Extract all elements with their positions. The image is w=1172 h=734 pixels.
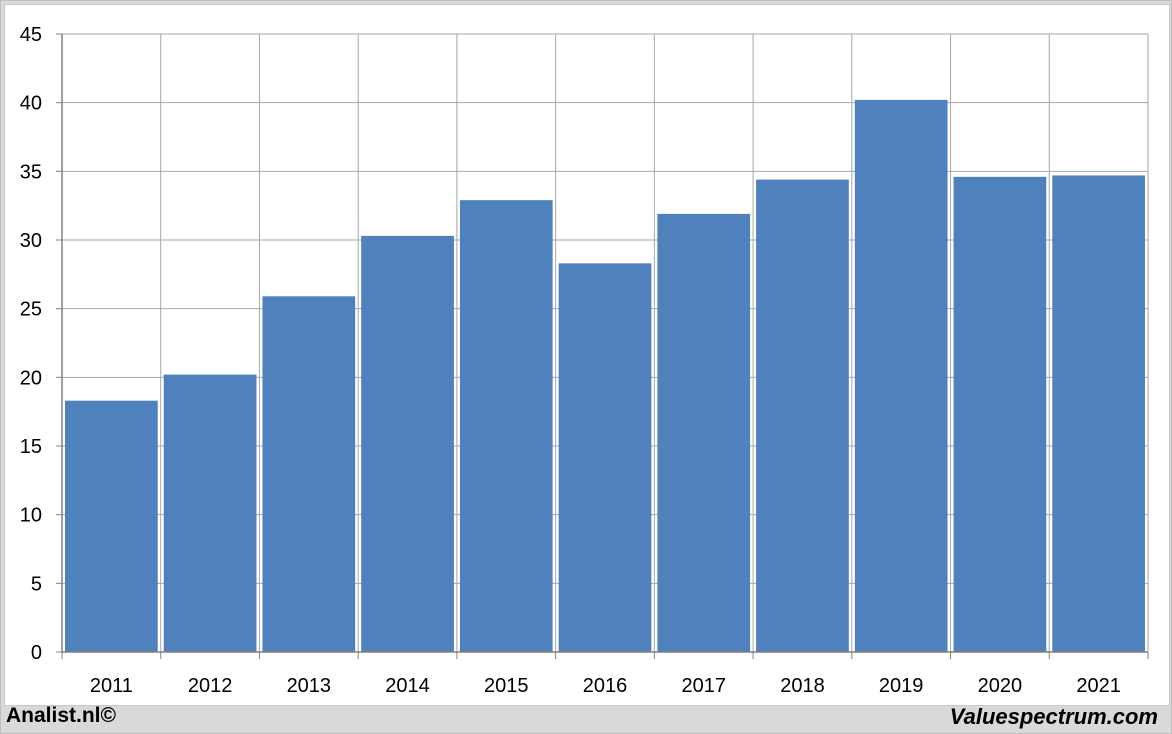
- x-tick-label: 2012: [188, 675, 233, 697]
- x-tick-label: 2011: [90, 675, 133, 697]
- x-tick-label: 2015: [484, 675, 529, 697]
- x-tick-labels: 2011 2012 2013 2014 2015 2016 2017 2018 2019 2020…: [90, 675, 1121, 697]
- bar-2014: [361, 235, 454, 652]
- x-tick-label: 2021: [1076, 675, 1121, 697]
- y-tick-label: 30: [20, 230, 42, 252]
- bar-2017: [657, 213, 751, 652]
- x-tick-label: 2019: [879, 675, 924, 697]
- y-tick-label: 10: [20, 505, 42, 527]
- bar-2011: [65, 400, 158, 652]
- bar-2013: [262, 296, 356, 652]
- x-tick-label: 2018: [780, 675, 825, 697]
- y-tick-label: 15: [20, 436, 42, 458]
- footer-site-label: Valuespectrum.com: [949, 704, 1158, 729]
- x-tick-label: 2020: [978, 675, 1023, 697]
- footer-source-label: Analist.nl©: [6, 704, 116, 727]
- bar-2012: [163, 374, 257, 652]
- bar-2018: [756, 179, 849, 652]
- y-tick-label: 40: [20, 93, 42, 115]
- x-tick-label: 2016: [583, 675, 628, 697]
- bar-2015: [459, 200, 553, 652]
- y-tick-label: 0: [31, 642, 42, 664]
- x-tick-label: 2014: [385, 675, 430, 697]
- x-tick-label: 2013: [287, 675, 332, 697]
- x-tick-label: 2017: [681, 675, 726, 697]
- y-tick-label: 5: [31, 573, 42, 595]
- axes: [56, 33, 1149, 659]
- y-tick-label: 35: [20, 161, 42, 183]
- bar-2016: [558, 263, 652, 652]
- bars: [65, 99, 1145, 653]
- y-tick-label: 20: [20, 367, 42, 389]
- bar-2019: [854, 99, 948, 653]
- bar-2021: [1052, 175, 1145, 652]
- y-tick-labels: 0 5 10 15 20 25 30 35 40 45: [20, 24, 42, 664]
- y-tick-label: 25: [20, 299, 42, 321]
- bar-2020: [953, 176, 1047, 652]
- y-tick-label: 45: [20, 24, 42, 46]
